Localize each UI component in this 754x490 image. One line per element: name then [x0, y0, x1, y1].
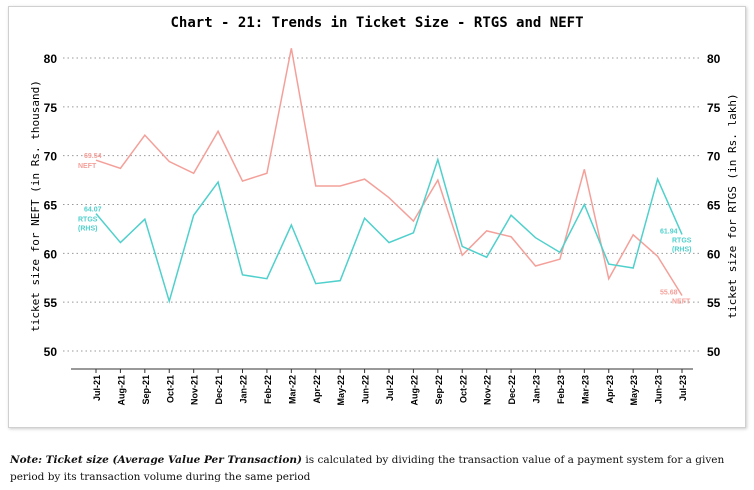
x-tick-label: Oct-21: [165, 375, 175, 403]
x-tick-label: Feb-23: [556, 375, 566, 404]
y-tick-left: 50: [44, 345, 58, 359]
x-tick-label: Mar-22: [287, 375, 297, 404]
x-tick-label: Apr-23: [605, 375, 615, 404]
start-value-label: 64.07: [84, 207, 102, 214]
y-tick-right: 70: [707, 150, 721, 164]
x-tick-label: Aug-22: [409, 375, 419, 406]
chart-title: Chart - 21: Trends in Ticket Size - RTGS…: [170, 15, 583, 31]
x-tick-label: Apr-22: [312, 375, 322, 404]
y-axis-label-right: ticket size for RTGS (in Rs. lakh): [726, 93, 739, 318]
y-tick-left: 60: [44, 247, 58, 261]
x-tick-label: Jun-23: [654, 375, 664, 404]
y-tick-left: 65: [44, 199, 58, 213]
start-value-label: 69.54: [84, 153, 102, 160]
note-text: is calculated by dividing the transactio…: [10, 454, 725, 483]
series-line-neft: [95, 48, 683, 296]
x-tick-label: May-23: [629, 375, 639, 406]
x-tick-label: Jan-22: [239, 375, 249, 404]
x-tick-label: Dec-22: [507, 375, 517, 405]
y-tick-right: 65: [707, 199, 721, 213]
x-tick-label: Oct-22: [458, 375, 468, 403]
y-tick-left: 75: [44, 101, 58, 115]
y-tick-left: 55: [44, 296, 58, 310]
end-series-tag: RTGS: [672, 237, 692, 244]
x-tick-label: Sep-21: [141, 375, 151, 405]
y-tick-left: 70: [44, 150, 58, 164]
chart-note: Note: Ticket size (Average Value Per Tra…: [10, 452, 745, 486]
y-tick-right: 80: [707, 52, 721, 66]
x-tick-label: Jun-22: [361, 375, 371, 404]
y-axis-label-left: ticket size for NEFT (in Rs. thousand): [29, 80, 42, 332]
x-tick-label: Jan-23: [532, 375, 542, 404]
x-tick-label: Aug-21: [116, 375, 126, 406]
series-line-rtgs: [95, 157, 683, 304]
end-value-label: 61.94: [660, 228, 678, 235]
x-tick-label: Sep-22: [434, 375, 444, 405]
end-series-tag2: (RHS): [672, 246, 691, 253]
x-tick-label: Feb-22: [263, 375, 273, 404]
y-tick-right: 75: [707, 101, 721, 115]
y-tick-right: 50: [707, 345, 721, 359]
chart-frame: Chart - 21: Trends in Ticket Size - RTGS…: [8, 6, 746, 428]
x-tick-label: Mar-23: [580, 375, 590, 404]
x-tick-label: Jul-22: [385, 375, 395, 401]
start-series-tag2: (RHS): [78, 226, 97, 233]
start-series-tag: RTGS: [78, 217, 98, 224]
end-value-label: 55.68: [660, 290, 678, 297]
x-tick-label: Jul-21: [92, 375, 102, 401]
y-tick-left: 80: [44, 52, 58, 66]
x-tick-label: May-22: [336, 375, 346, 406]
start-series-tag: NEFT: [78, 163, 97, 170]
end-series-tag: NEFT: [672, 299, 691, 306]
x-tick-label: Nov-21: [190, 375, 200, 405]
line-chart: Chart - 21: Trends in Ticket Size - RTGS…: [29, 15, 739, 406]
x-tick-label: Jul-23: [678, 375, 688, 401]
x-tick-label: Dec-21: [214, 375, 224, 405]
note-bold: Note: Ticket size (Average Value Per Tra…: [10, 454, 303, 466]
y-tick-right: 60: [707, 247, 721, 261]
y-tick-right: 55: [707, 296, 721, 310]
x-tick-label: Nov-22: [483, 375, 493, 405]
